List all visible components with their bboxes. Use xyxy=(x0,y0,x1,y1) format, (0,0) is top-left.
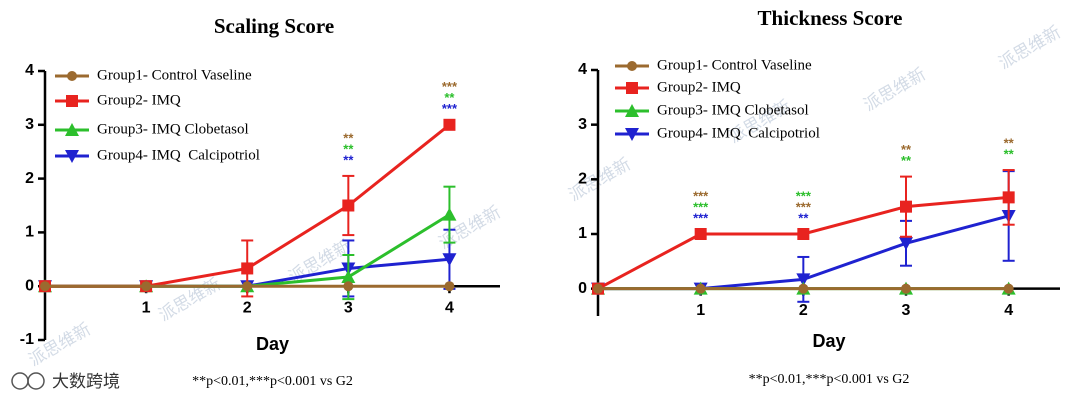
marker xyxy=(242,281,253,292)
y-tick-label: 1 xyxy=(578,225,587,242)
significance-mark: ** xyxy=(343,141,354,156)
marker xyxy=(443,118,456,131)
marker xyxy=(343,281,354,292)
y-tick-label: 0 xyxy=(578,280,587,297)
marker xyxy=(695,283,706,294)
marker xyxy=(442,207,457,221)
legend-label: Group4- IMQ Calcipotriol xyxy=(97,147,260,163)
footnote: **p<0.01,***p<0.001 vs G2 xyxy=(192,374,353,389)
marker xyxy=(899,237,913,251)
legend-label: Group2- IMQ xyxy=(97,92,181,108)
watermark: 派思维新 xyxy=(861,64,930,115)
brand: 大数跨境 xyxy=(52,372,120,392)
watermark: 派思维新 xyxy=(26,319,95,370)
legend-label: Group4- IMQ Calcipotriol xyxy=(657,125,820,141)
marker xyxy=(798,283,809,294)
y-tick-label: 2 xyxy=(578,171,587,188)
x-tick-label: 2 xyxy=(799,302,808,319)
significance-mark: *** xyxy=(796,199,812,214)
x-tick-label: 4 xyxy=(1004,302,1013,319)
y-tick-label: 4 xyxy=(578,61,587,78)
marker xyxy=(1003,283,1014,294)
y-tick-label: -1 xyxy=(20,331,34,348)
significance-mark: *** xyxy=(693,210,709,225)
significance-mark: ** xyxy=(901,142,912,157)
x-tick-label: 3 xyxy=(902,302,911,319)
chart-title: Thickness Score xyxy=(758,6,903,30)
significance-mark: *** xyxy=(442,79,458,94)
significance-mark: *** xyxy=(796,188,812,203)
chart-title: Scaling Score xyxy=(214,14,334,38)
y-tick-label: 4 xyxy=(25,62,34,79)
legend-marker xyxy=(65,150,79,163)
y-tick-label: 1 xyxy=(25,224,34,241)
legend-marker xyxy=(625,128,639,141)
legend-label: Group1- Control Vaseline xyxy=(97,67,252,83)
legend-label: Group1- Control Vaseline xyxy=(657,57,812,73)
footnote: **p<0.01,***p<0.001 vs G2 xyxy=(749,372,910,387)
significance-mark: *** xyxy=(693,199,709,214)
marker xyxy=(1002,191,1015,204)
x-axis-label: Day xyxy=(812,331,845,351)
legend-label: Group3- IMQ Clobetasol xyxy=(657,102,809,118)
x-tick-label: 1 xyxy=(142,299,151,316)
significance-mark: ** xyxy=(798,210,809,225)
x-tick-label: 3 xyxy=(344,299,353,316)
significance-mark: ** xyxy=(444,90,455,105)
significance-mark: *** xyxy=(442,101,458,116)
significance-mark: ** xyxy=(901,153,912,168)
marker xyxy=(694,228,707,240)
x-tick-label: 1 xyxy=(696,302,705,319)
legend-marker xyxy=(65,123,79,136)
watermark: 派思维新 xyxy=(566,154,635,205)
significance-mark: ** xyxy=(1004,135,1015,150)
significance-mark: ** xyxy=(343,152,354,167)
marker xyxy=(442,253,457,267)
marker xyxy=(797,228,810,240)
legend-label: Group2- IMQ xyxy=(657,79,741,95)
legend-marker xyxy=(627,61,637,71)
y-tick-label: 3 xyxy=(25,116,34,133)
marker xyxy=(342,199,355,212)
y-tick-label: 2 xyxy=(25,170,34,187)
y-tick-label: 3 xyxy=(578,116,587,133)
marker xyxy=(40,281,50,292)
x-tick-label: 4 xyxy=(445,299,454,316)
significance-mark: ** xyxy=(343,130,354,145)
legend-marker xyxy=(67,71,77,81)
legend-marker xyxy=(625,104,639,117)
marker xyxy=(796,273,811,287)
significance-mark: ** xyxy=(1004,146,1015,161)
y-tick-label: 0 xyxy=(25,277,34,294)
watermark: 派思维新 xyxy=(436,202,505,253)
brand-logo xyxy=(11,372,45,390)
marker xyxy=(241,262,254,275)
legend-marker xyxy=(66,95,78,107)
marker xyxy=(444,281,455,292)
marker xyxy=(593,283,603,294)
legend-marker xyxy=(626,82,638,94)
significance-mark: *** xyxy=(693,188,709,203)
watermark: 派思维新 xyxy=(996,22,1065,73)
x-axis-label: Day xyxy=(256,334,289,354)
marker xyxy=(900,200,912,213)
marker xyxy=(341,270,356,284)
legend-label: Group3- IMQ Clobetasol xyxy=(97,121,249,137)
x-tick-label: 2 xyxy=(243,299,252,316)
marker xyxy=(901,283,911,294)
marker xyxy=(141,281,152,292)
